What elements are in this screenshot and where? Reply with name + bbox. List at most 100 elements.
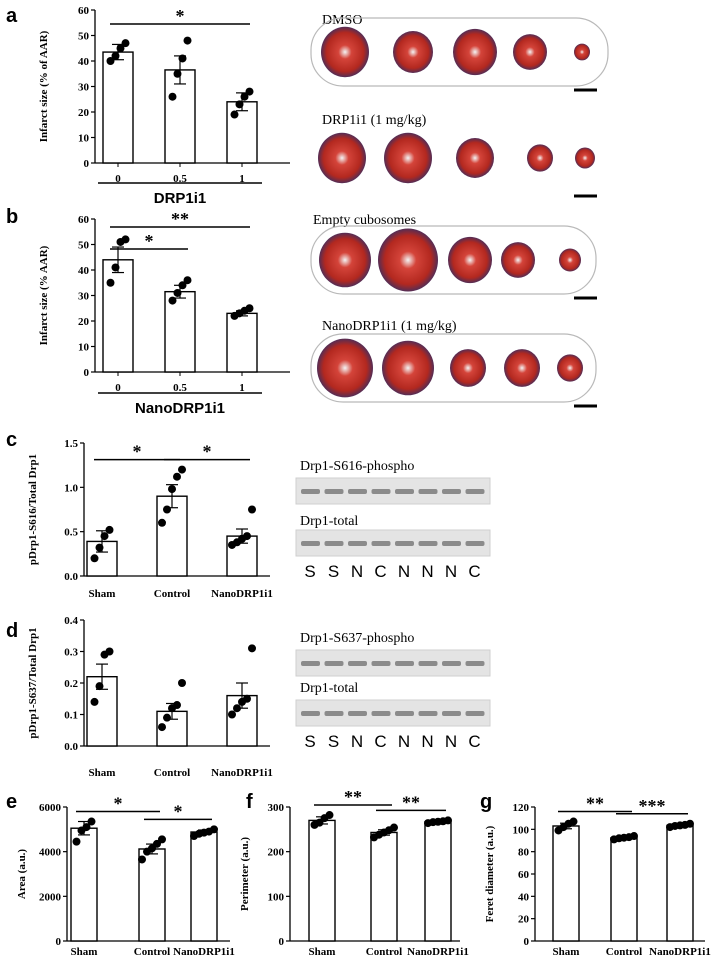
panel-letter-d: d (6, 620, 18, 642)
data-point (105, 647, 114, 656)
heart-tube (310, 17, 609, 87)
blot-band (348, 541, 367, 546)
y-axis-label: Area (a.u.) (16, 849, 28, 900)
blot-band (371, 711, 391, 716)
x-tick-label: 0.5 (173, 382, 187, 394)
y-tick-label: 30 (78, 82, 90, 94)
y-tick-label: 10 (78, 133, 90, 145)
data-point (390, 823, 398, 832)
significance-label: ** (402, 792, 420, 812)
y-tick-label: 40 (78, 265, 90, 277)
y-tick-label: 1.0 (64, 482, 78, 494)
y-tick-label: 20 (78, 316, 90, 328)
chart-c: 0.0 0.5 1.0 1.5 pDrp1-S616/Total Drp1 Sham Con… (27, 438, 273, 600)
data-point (630, 832, 638, 841)
y-tick-label: 0.1 (64, 710, 78, 722)
data-point (178, 465, 186, 474)
data-point (100, 532, 109, 541)
y-axis-label: Perimeter (a.u.) (239, 837, 251, 911)
bar-0 (102, 259, 134, 373)
y-tick-label: 50 (78, 31, 90, 43)
heart-slice (450, 349, 486, 387)
y-tick-label: 2000 (39, 891, 62, 903)
bar-Control (156, 495, 188, 577)
blot-band (465, 661, 485, 666)
chart-b: 0 10 20 30 40 50 60 Infarct size (% AAR) 0 0.5 1 Na… (38, 209, 290, 417)
heart-slice (321, 26, 369, 78)
data-point (138, 855, 146, 864)
y-tick-label: 60 (78, 5, 90, 17)
heart-slice (527, 144, 553, 172)
blot-band (465, 711, 485, 716)
y-axis-label: Infarct size (% AAR) (38, 245, 50, 345)
data-point (111, 51, 120, 60)
heart-tube (310, 225, 597, 295)
data-point (106, 57, 115, 65)
x-tick-label: Control (366, 946, 402, 958)
y-tick-label: 40 (518, 891, 530, 903)
bar-0.5 (164, 69, 196, 164)
panel-letter-g: g (480, 791, 492, 813)
blot-band (371, 661, 391, 666)
blot-band (395, 541, 414, 546)
blot-band (348, 711, 367, 716)
x-tick-label: Sham (71, 946, 98, 958)
bar-Sham (70, 827, 98, 942)
data-point (106, 278, 115, 287)
data-point (210, 825, 218, 834)
x-tick-label: Sham (309, 946, 336, 958)
y-tick-label: 30 (78, 291, 90, 303)
data-point (111, 263, 120, 272)
significance-label: * (176, 6, 185, 26)
x-tick-label: Sham (89, 588, 116, 600)
data-point (325, 811, 334, 820)
x-tick-label: NanoDRP1i1 (173, 946, 235, 958)
data-point (245, 304, 254, 313)
data-point (168, 296, 177, 305)
panel-letter-a: a (6, 5, 18, 27)
data-point (116, 44, 125, 53)
blot-band (442, 541, 461, 546)
blot-lane-label: N (445, 732, 457, 751)
data-point (230, 110, 239, 119)
blot-band (395, 489, 414, 494)
y-tick-label: 0.4 (64, 615, 78, 627)
y-axis-label: Feret diameter (a.u.) (484, 825, 496, 922)
blot-lane-label: S (328, 562, 339, 581)
blot-band (324, 711, 344, 716)
x-tick-label: Control (154, 767, 190, 779)
panel-letter-b: b (6, 206, 18, 228)
data-point (173, 288, 182, 297)
data-point (105, 525, 114, 534)
x-axis-label: NanoDRP1i1 (135, 400, 225, 417)
x-tick-label: 0.5 (173, 173, 187, 185)
blot-band (348, 489, 367, 494)
heart-slice (456, 138, 494, 178)
significance-label: * (114, 794, 123, 814)
x-tick-label: NanoDRP1i1 (407, 946, 469, 958)
data-point (233, 704, 241, 713)
data-point (228, 710, 236, 719)
data-point (569, 817, 578, 826)
heart-slice (574, 43, 590, 61)
data-point (240, 92, 249, 101)
data-point (95, 682, 104, 691)
y-tick-label: 100 (268, 891, 285, 903)
blot-lane-label: N (398, 562, 410, 581)
y-tick-label: 100 (513, 824, 530, 836)
blot-band (348, 661, 367, 666)
heart-slice (317, 338, 373, 398)
blot-band (442, 661, 461, 666)
bar-Sham (308, 819, 336, 942)
data-point (178, 281, 187, 290)
y-tick-label: 1.5 (64, 438, 78, 450)
heart-slice (448, 236, 492, 284)
y-tick-label: 0 (524, 936, 530, 948)
blot-band (418, 711, 438, 716)
significance-label: * (174, 801, 183, 821)
blot-band (418, 489, 438, 494)
blot-lane-label: N (445, 562, 457, 581)
blot-lane-label: N (398, 732, 410, 751)
x-tick-label: NanoDRP1i1 (211, 767, 273, 779)
significance-label: *** (639, 796, 666, 816)
